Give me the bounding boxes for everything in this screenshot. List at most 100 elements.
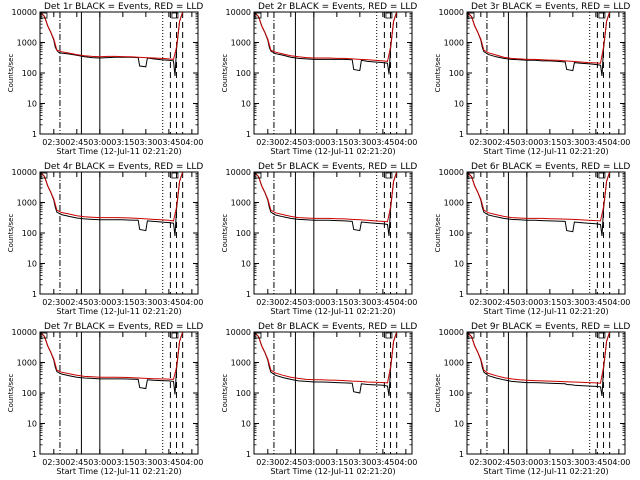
chart-title: Det 6r BLACK = Events, RED = LLD <box>471 162 630 172</box>
y-tick-label: 10000 <box>439 168 464 177</box>
series-lines <box>467 172 611 237</box>
x-axis-label: Start Time (12-Jul-11 02:21:20) <box>483 307 608 316</box>
y-tick-label: 100 <box>236 69 251 78</box>
x-tick-label: 03:00 <box>302 298 325 307</box>
series-line-black <box>254 172 398 237</box>
series-line-black <box>40 12 184 77</box>
x-tick-label: 03:45 <box>584 458 607 467</box>
x-tick-label: 03:15 <box>325 138 348 147</box>
x-tick-label: 02:45 <box>65 138 88 147</box>
series-line-red <box>254 172 398 223</box>
series-line-red <box>254 12 398 62</box>
x-tick-label: 03:00 <box>302 458 325 467</box>
x-tick-label: 03:30 <box>134 298 157 307</box>
flag-marker-left <box>254 172 262 179</box>
y-axis-label: Counts/sec <box>434 214 442 253</box>
y-axis-label: Counts/sec <box>7 214 15 253</box>
x-tick-label: 03:15 <box>325 458 348 467</box>
x-tick-label: 04:00 <box>180 458 203 467</box>
x-tick-label: 02:30 <box>469 138 492 147</box>
x-tick-label: 03:15 <box>111 298 134 307</box>
chart-title: Det 3r BLACK = Events, RED = LLD <box>471 2 630 12</box>
y-tick-label: 100 <box>22 229 37 238</box>
x-axis-label: Start Time (12-Jul-11 02:21:20) <box>270 147 395 156</box>
x-tick-label: 03:45 <box>584 298 607 307</box>
x-tick-label: 03:30 <box>348 458 371 467</box>
y-axis-label: Counts/sec <box>221 54 229 93</box>
y-tick-label: 10 <box>27 420 37 429</box>
x-tick-label: 03:00 <box>515 138 538 147</box>
x-tick-label: 03:30 <box>348 138 371 147</box>
x-tick-label: 04:00 <box>394 138 417 147</box>
x-axis-label: Start Time (12-Jul-11 02:21:20) <box>483 147 608 156</box>
flag-marker-left <box>467 12 475 19</box>
marker-lines <box>59 172 184 294</box>
x-tick-label: 03:45 <box>584 138 607 147</box>
y-tick-label: 1 <box>32 290 37 299</box>
y-tick-label: 1 <box>246 290 251 299</box>
series-line-red <box>467 332 611 384</box>
x-tick-label: 03:15 <box>325 298 348 307</box>
series-line-black <box>40 172 184 237</box>
y-tick-label: 100 <box>22 69 37 78</box>
x-axis-label: Start Time (12-Jul-11 02:21:20) <box>56 467 181 476</box>
flag-marker-right <box>171 172 179 179</box>
chart-panel-5: Det 5r BLACK = Events, RED = LLD 1 10 100 10… <box>221 162 417 316</box>
chart-panel-8: Det 8r BLACK = Events, RED = LLD 1 10 100 10… <box>221 322 417 476</box>
y-axis-label: Counts/sec <box>434 54 442 93</box>
x-tick-label: 04:00 <box>607 298 630 307</box>
x-tick-label: 02:30 <box>256 138 279 147</box>
chart-title: Det 4r BLACK = Events, RED = LLD <box>44 162 203 172</box>
y-tick-label: 10 <box>241 100 251 109</box>
series-line-black <box>467 332 611 397</box>
x-tick-label: 03:45 <box>371 458 394 467</box>
flag-marker-left <box>254 332 262 339</box>
x-tick-label: 04:00 <box>180 138 203 147</box>
x-tick-label: 04:00 <box>180 298 203 307</box>
x-tick-label: 03:00 <box>88 298 111 307</box>
y-tick-label: 100 <box>449 69 464 78</box>
series-line-red <box>467 172 611 222</box>
flag-marker-right <box>598 12 606 19</box>
y-tick-label: 10 <box>454 260 464 269</box>
y-tick-label: 100 <box>236 389 251 398</box>
series-line-red <box>254 332 398 384</box>
x-tick-label: 03:45 <box>157 298 180 307</box>
marker-lines <box>486 172 611 294</box>
y-tick-label: 1000 <box>17 39 37 48</box>
chart-panel-9: Det 9r BLACK = Events, RED = LLD 1 10 100 10… <box>434 322 630 476</box>
x-axis-label: Start Time (12-Jul-11 02:21:20) <box>483 467 608 476</box>
flag-marker-right <box>385 12 393 19</box>
y-tick-label: 10 <box>241 420 251 429</box>
chart-panel-2: Det 2r BLACK = Events, RED = LLD 1 10 100 10… <box>221 2 417 156</box>
y-tick-label: 1 <box>459 130 464 139</box>
y-axis-label: Counts/sec <box>434 374 442 413</box>
series-line-black <box>254 332 398 397</box>
y-axis-label: Counts/sec <box>7 54 15 93</box>
x-tick-label: 03:15 <box>538 458 561 467</box>
y-tick-label: 10000 <box>226 328 251 337</box>
flag-marker-left <box>40 172 48 179</box>
x-tick-label: 04:00 <box>607 458 630 467</box>
x-tick-label: 03:30 <box>134 138 157 147</box>
y-tick-label: 10 <box>241 260 251 269</box>
y-tick-label: 1 <box>246 130 251 139</box>
chart-title: Det 2r BLACK = Events, RED = LLD <box>258 2 417 12</box>
y-tick-label: 1000 <box>17 359 37 368</box>
x-axis-label: Start Time (12-Jul-11 02:21:20) <box>56 307 181 316</box>
chart-title: Det 5r BLACK = Events, RED = LLD <box>258 162 417 172</box>
series-lines <box>467 12 611 77</box>
x-tick-label: 02:45 <box>492 298 515 307</box>
y-tick-label: 10000 <box>12 328 37 337</box>
flag-marker-left <box>254 12 262 19</box>
series-lines <box>40 332 184 395</box>
y-tick-label: 1 <box>459 450 464 459</box>
x-tick-label: 03:30 <box>561 458 584 467</box>
marker-lines <box>486 12 611 134</box>
marker-lines <box>59 332 184 454</box>
x-tick-label: 03:00 <box>88 458 111 467</box>
y-tick-label: 10 <box>27 100 37 109</box>
flag-marker-right <box>171 332 179 339</box>
x-tick-label: 03:45 <box>371 138 394 147</box>
